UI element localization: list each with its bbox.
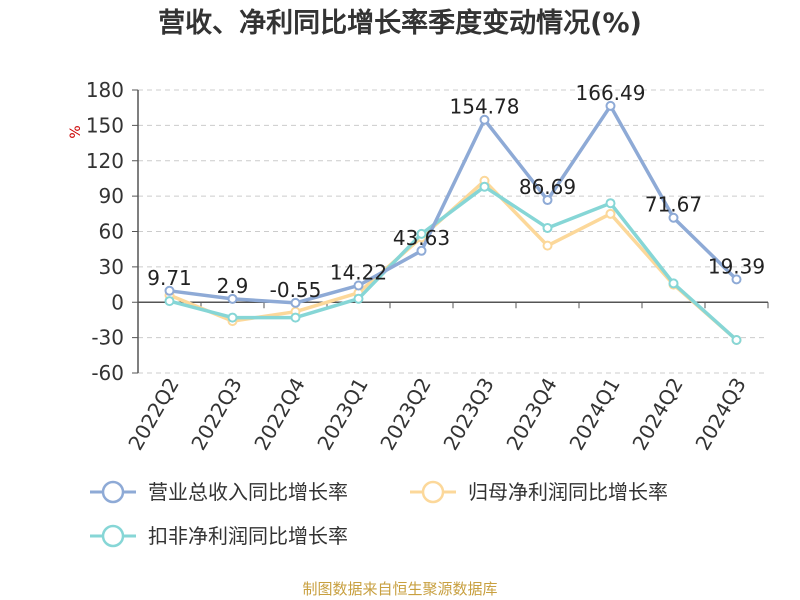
y-axis-label: % [68,125,84,138]
data-point [605,198,616,209]
data-point [542,195,553,206]
legend-swatch-marker [101,524,125,548]
legend-item[interactable]: 归母净利润同比增长率 [410,480,668,504]
legend-item[interactable]: 扣非净利润同比增长率 [90,524,348,548]
data-point [605,208,616,219]
x-tick-label: 2024Q3 [690,374,750,455]
data-point [479,114,490,125]
y-tick-label: 90 [99,184,124,208]
legend-label: 营业总收入同比增长率 [148,480,348,504]
data-point [227,312,238,323]
chart-title: 营收、净利同比增长率季度变动情况(%) [158,7,642,39]
x-tick-label: 2023Q1 [312,374,372,455]
series-line [169,184,738,342]
data-label: 14.22 [330,260,387,284]
data-point [479,181,490,192]
data-point [605,100,616,111]
data-point [731,274,742,285]
y-tick-label: 180 [86,78,124,102]
axes [132,89,769,374]
data-point [290,297,301,308]
x-tick-label: 2022Q3 [186,374,246,455]
data-point [164,285,175,296]
x-tick-label: 2024Q1 [564,374,624,455]
data-label: -0.55 [270,278,322,302]
data-point [542,222,553,233]
x-tick-label: 2022Q2 [123,374,183,455]
gridlines [138,89,768,374]
data-point [164,296,175,307]
data-point [290,312,301,323]
series-line [169,104,738,305]
y-tick-label: -60 [91,361,124,385]
x-tick-label: 2023Q3 [438,374,498,455]
x-tick-label: 2023Q2 [375,374,435,455]
data-point [668,212,679,223]
data-label: 154.78 [450,95,520,119]
legend-swatch-marker [421,480,445,504]
series-lines [164,100,742,345]
legend-item[interactable]: 营业总收入同比增长率 [90,480,348,504]
data-point [668,278,679,289]
data-label: 43.63 [393,226,450,250]
y-tick-label: 120 [86,149,124,173]
data-point [353,280,364,291]
data-point [353,293,364,304]
data-label: 2.9 [217,274,249,298]
y-tick-label: 150 [86,113,124,137]
data-label: 19.39 [708,254,765,278]
y-tick-labels: -60 -30 0 30 60 90 120 150 180 [86,78,124,385]
data-point [731,334,742,345]
data-point [542,240,553,251]
legend-label: 扣非净利润同比增长率 [148,524,348,548]
y-tick-label: 60 [99,220,124,244]
y-tick-label: -30 [91,326,124,350]
legend-swatch-marker [101,480,125,504]
legend-label: 归母净利润同比增长率 [468,480,668,504]
source-note: 制图数据来自恒生聚源数据库 [302,580,497,598]
x-tick-label: 2022Q4 [249,374,309,455]
data-label: 71.67 [645,193,702,217]
data-label: 86.69 [519,175,576,199]
x-tick-labels: 2022Q2 2022Q3 2022Q4 2023Q1 2023Q2 2023Q3 2023… [123,374,750,455]
x-tick-label: 2023Q4 [501,374,561,455]
data-point [416,245,427,256]
x-tick-label: 2024Q2 [627,374,687,455]
y-tick-label: 30 [99,255,124,279]
y-tick-label: 0 [111,290,124,314]
data-point [227,293,238,304]
data-point [416,228,427,239]
data-label: 166.49 [576,81,646,105]
data-label: 9.71 [147,266,192,290]
